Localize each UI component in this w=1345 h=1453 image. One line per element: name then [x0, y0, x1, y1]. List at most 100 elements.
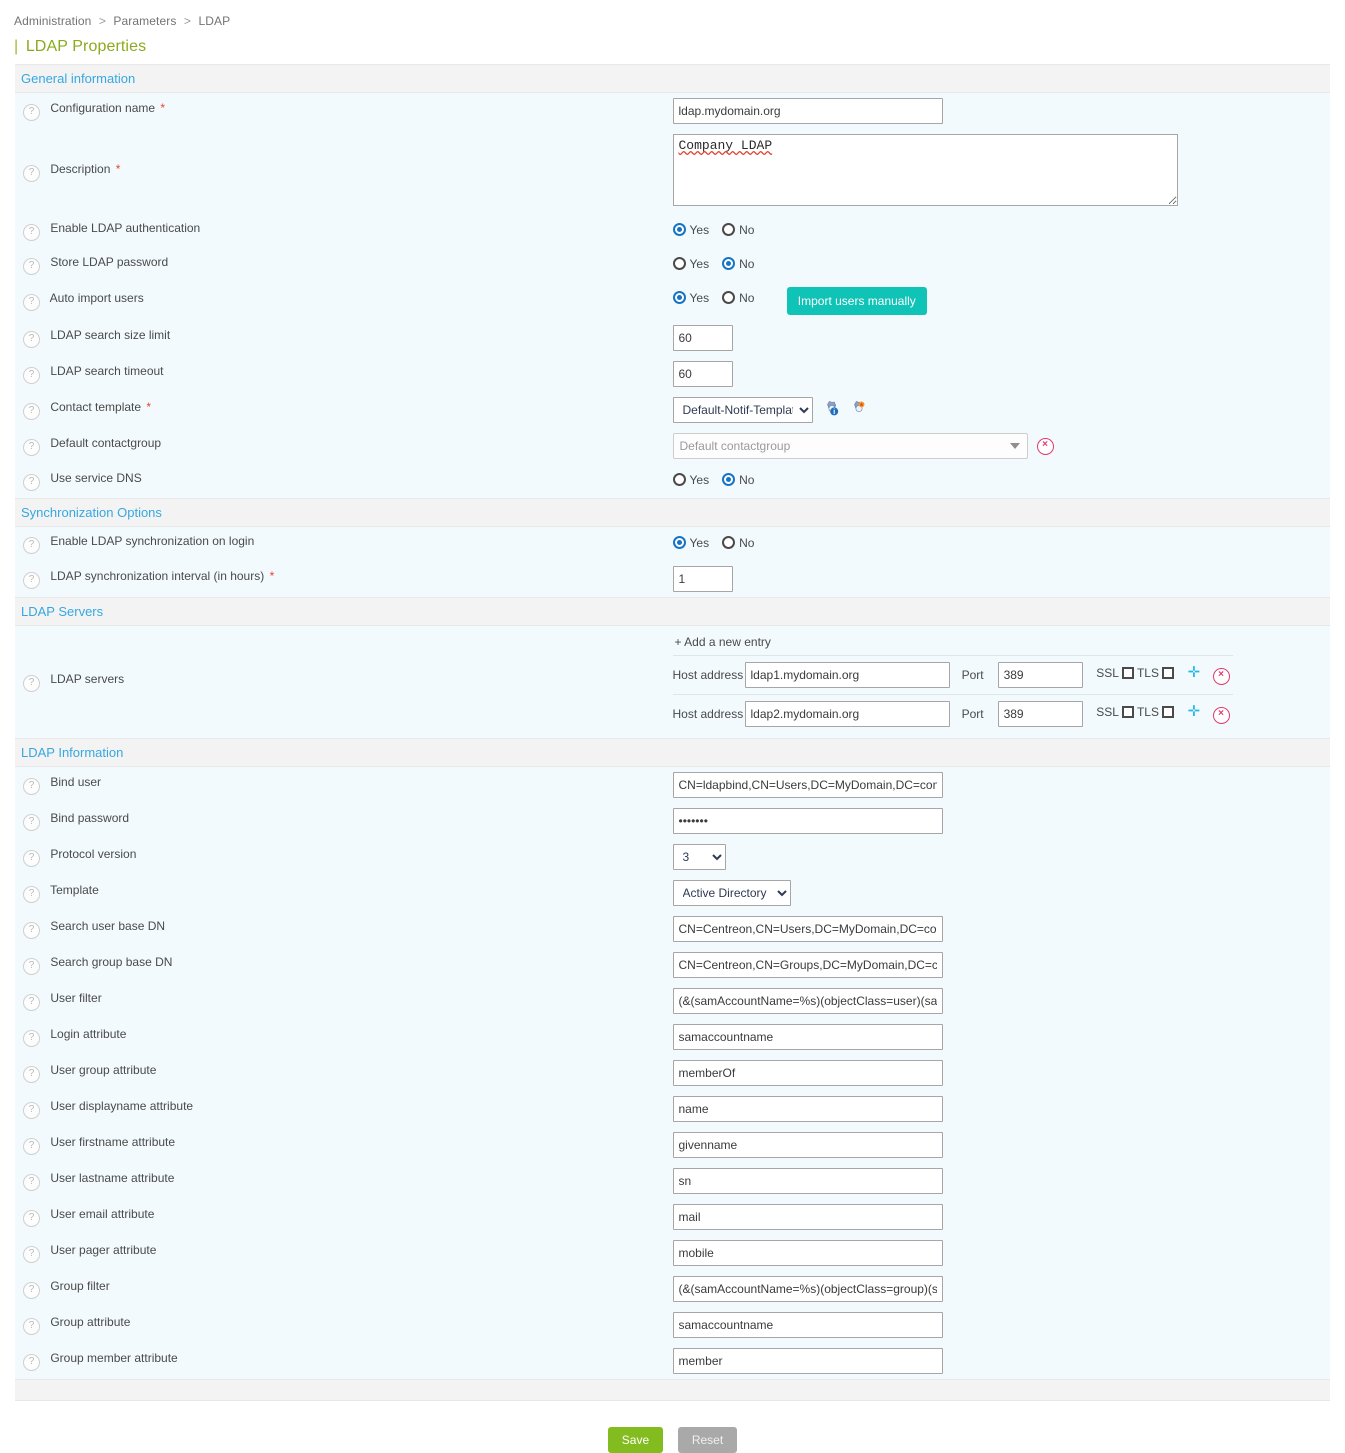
breadcrumb-item-ldap[interactable]: LDAP: [198, 14, 231, 28]
ldap-properties-form: General information ? Configuration name…: [15, 64, 1330, 1379]
help-icon[interactable]: ?: [23, 224, 40, 241]
breadcrumb-item-administration[interactable]: Administration: [14, 14, 92, 28]
radio-label-yes: Yes: [689, 472, 710, 487]
help-icon[interactable]: ?: [23, 258, 40, 275]
radio-auto-import-yes[interactable]: Yes: [672, 291, 709, 305]
help-icon[interactable]: ?: [23, 104, 40, 121]
login-attribute-input[interactable]: [672, 1024, 943, 1050]
bind-password-input[interactable]: [672, 808, 943, 834]
page-title: | LDAP Properties: [0, 28, 1345, 64]
user-firstname-attribute-input[interactable]: [672, 1132, 943, 1158]
help-icon[interactable]: ?: [23, 1318, 40, 1335]
label-ldap-servers: LDAP servers: [50, 672, 125, 686]
help-icon[interactable]: ?: [23, 778, 40, 795]
sync-interval-input[interactable]: [672, 566, 733, 592]
configuration-name-input[interactable]: [672, 98, 943, 124]
template-select[interactable]: Active Directory: [672, 880, 791, 906]
help-icon[interactable]: ?: [23, 1246, 40, 1263]
help-icon[interactable]: ?: [23, 994, 40, 1011]
import-users-manually-button[interactable]: Import users manually: [786, 287, 927, 315]
help-icon[interactable]: ?: [23, 1282, 40, 1299]
radio-auto-import-no[interactable]: No: [722, 291, 754, 305]
user-lastname-attribute-input[interactable]: [672, 1168, 943, 1194]
tls-checkbox[interactable]: [1162, 667, 1175, 679]
port-input[interactable]: [997, 701, 1083, 727]
help-icon[interactable]: ?: [23, 886, 40, 903]
move-server-icon[interactable]: ✛: [1187, 664, 1201, 681]
help-icon[interactable]: ?: [23, 1030, 40, 1047]
delete-server-icon[interactable]: ×: [1212, 707, 1230, 724]
search-user-base-dn-input[interactable]: [672, 916, 943, 942]
move-server-icon[interactable]: ✛: [1187, 703, 1201, 720]
label-user-displayname-attribute: User displayname attribute: [50, 1099, 194, 1113]
radio-label-no: No: [739, 472, 755, 487]
user-displayname-attribute-input[interactable]: [672, 1096, 943, 1122]
group-attribute-input[interactable]: [672, 1312, 943, 1338]
ssl-checkbox[interactable]: [1121, 706, 1134, 718]
delete-server-icon[interactable]: ×: [1212, 668, 1230, 685]
ssl-checkbox[interactable]: [1121, 667, 1134, 679]
host-address-label: Host address: [672, 655, 745, 695]
help-icon[interactable]: ?: [23, 1210, 40, 1227]
ldap-search-timeout-input[interactable]: [672, 361, 733, 387]
radio-sync-login-yes[interactable]: Yes: [672, 536, 709, 550]
help-icon[interactable]: ?: [23, 1138, 40, 1155]
host-address-input[interactable]: [744, 662, 950, 688]
group-member-attribute-input[interactable]: [672, 1348, 943, 1374]
radio-enable-ldap-auth-no[interactable]: No: [722, 223, 754, 237]
radio-label-yes: Yes: [689, 256, 710, 271]
help-icon[interactable]: ?: [23, 1102, 40, 1119]
help-icon[interactable]: ?: [23, 294, 40, 311]
contact-template-info-gear-icon[interactable]: i: [824, 401, 840, 417]
save-button[interactable]: Save: [607, 1427, 664, 1453]
protocol-version-select[interactable]: 3: [672, 844, 726, 870]
clear-contactgroup-icon[interactable]: ×: [1036, 437, 1054, 455]
help-icon[interactable]: ?: [23, 675, 40, 692]
use-service-dns-radios: Yes No: [672, 472, 768, 487]
help-icon[interactable]: ?: [23, 814, 40, 831]
group-filter-input[interactable]: [672, 1276, 943, 1302]
help-icon[interactable]: ?: [23, 1066, 40, 1083]
chevron-down-icon: [1009, 443, 1020, 449]
port-input[interactable]: [997, 662, 1083, 688]
radio-enable-ldap-auth-yes[interactable]: Yes: [672, 223, 709, 237]
label-user-pager-attribute: User pager attribute: [50, 1243, 157, 1257]
help-icon[interactable]: ?: [23, 367, 40, 384]
user-email-attribute-input[interactable]: [672, 1204, 943, 1230]
contact-template-select[interactable]: Default-Notif-Template: [672, 397, 813, 423]
help-icon[interactable]: ?: [23, 403, 40, 420]
host-address-input[interactable]: [744, 701, 950, 727]
help-icon[interactable]: ?: [23, 1174, 40, 1191]
reset-button[interactable]: Reset: [677, 1427, 738, 1453]
user-pager-attribute-input[interactable]: [672, 1240, 943, 1266]
radio-store-password-no[interactable]: No: [722, 257, 754, 271]
description-textarea[interactable]: Company LDAP: [672, 134, 1178, 206]
radio-use-service-dns-yes[interactable]: Yes: [672, 472, 710, 487]
row-user-displayname-attribute: ? User displayname attribute: [15, 1091, 1330, 1127]
user-filter-input[interactable]: [672, 988, 943, 1014]
radio-use-service-dns-no[interactable]: No: [722, 473, 754, 487]
help-icon[interactable]: ?: [23, 474, 40, 491]
help-icon[interactable]: ?: [23, 850, 40, 867]
user-group-attribute-input[interactable]: [672, 1060, 943, 1086]
contact-template-settings-gear-icon[interactable]: [851, 401, 867, 417]
search-group-base-dn-input[interactable]: [672, 952, 943, 978]
help-icon[interactable]: ?: [23, 1354, 40, 1371]
table-row: Host address Port SSL TLS: [672, 694, 1233, 733]
help-icon[interactable]: ?: [23, 164, 40, 182]
help-icon[interactable]: ?: [23, 537, 40, 554]
page-title-text: LDAP Properties: [25, 38, 147, 55]
default-contactgroup-select[interactable]: Default contactgroup: [672, 433, 1028, 459]
help-icon[interactable]: ?: [23, 572, 40, 589]
ldap-search-size-limit-input[interactable]: [672, 325, 733, 351]
add-new-entry-link[interactable]: + Add a new entry: [674, 635, 771, 649]
help-icon[interactable]: ?: [23, 922, 40, 939]
breadcrumb-item-parameters[interactable]: Parameters: [113, 14, 177, 28]
radio-store-password-yes[interactable]: Yes: [672, 256, 710, 271]
bind-user-input[interactable]: [672, 772, 943, 798]
help-icon[interactable]: ?: [23, 958, 40, 975]
help-icon[interactable]: ?: [23, 331, 40, 348]
help-icon[interactable]: ?: [23, 439, 40, 456]
radio-sync-login-no[interactable]: No: [722, 536, 754, 550]
tls-checkbox[interactable]: [1162, 706, 1175, 718]
